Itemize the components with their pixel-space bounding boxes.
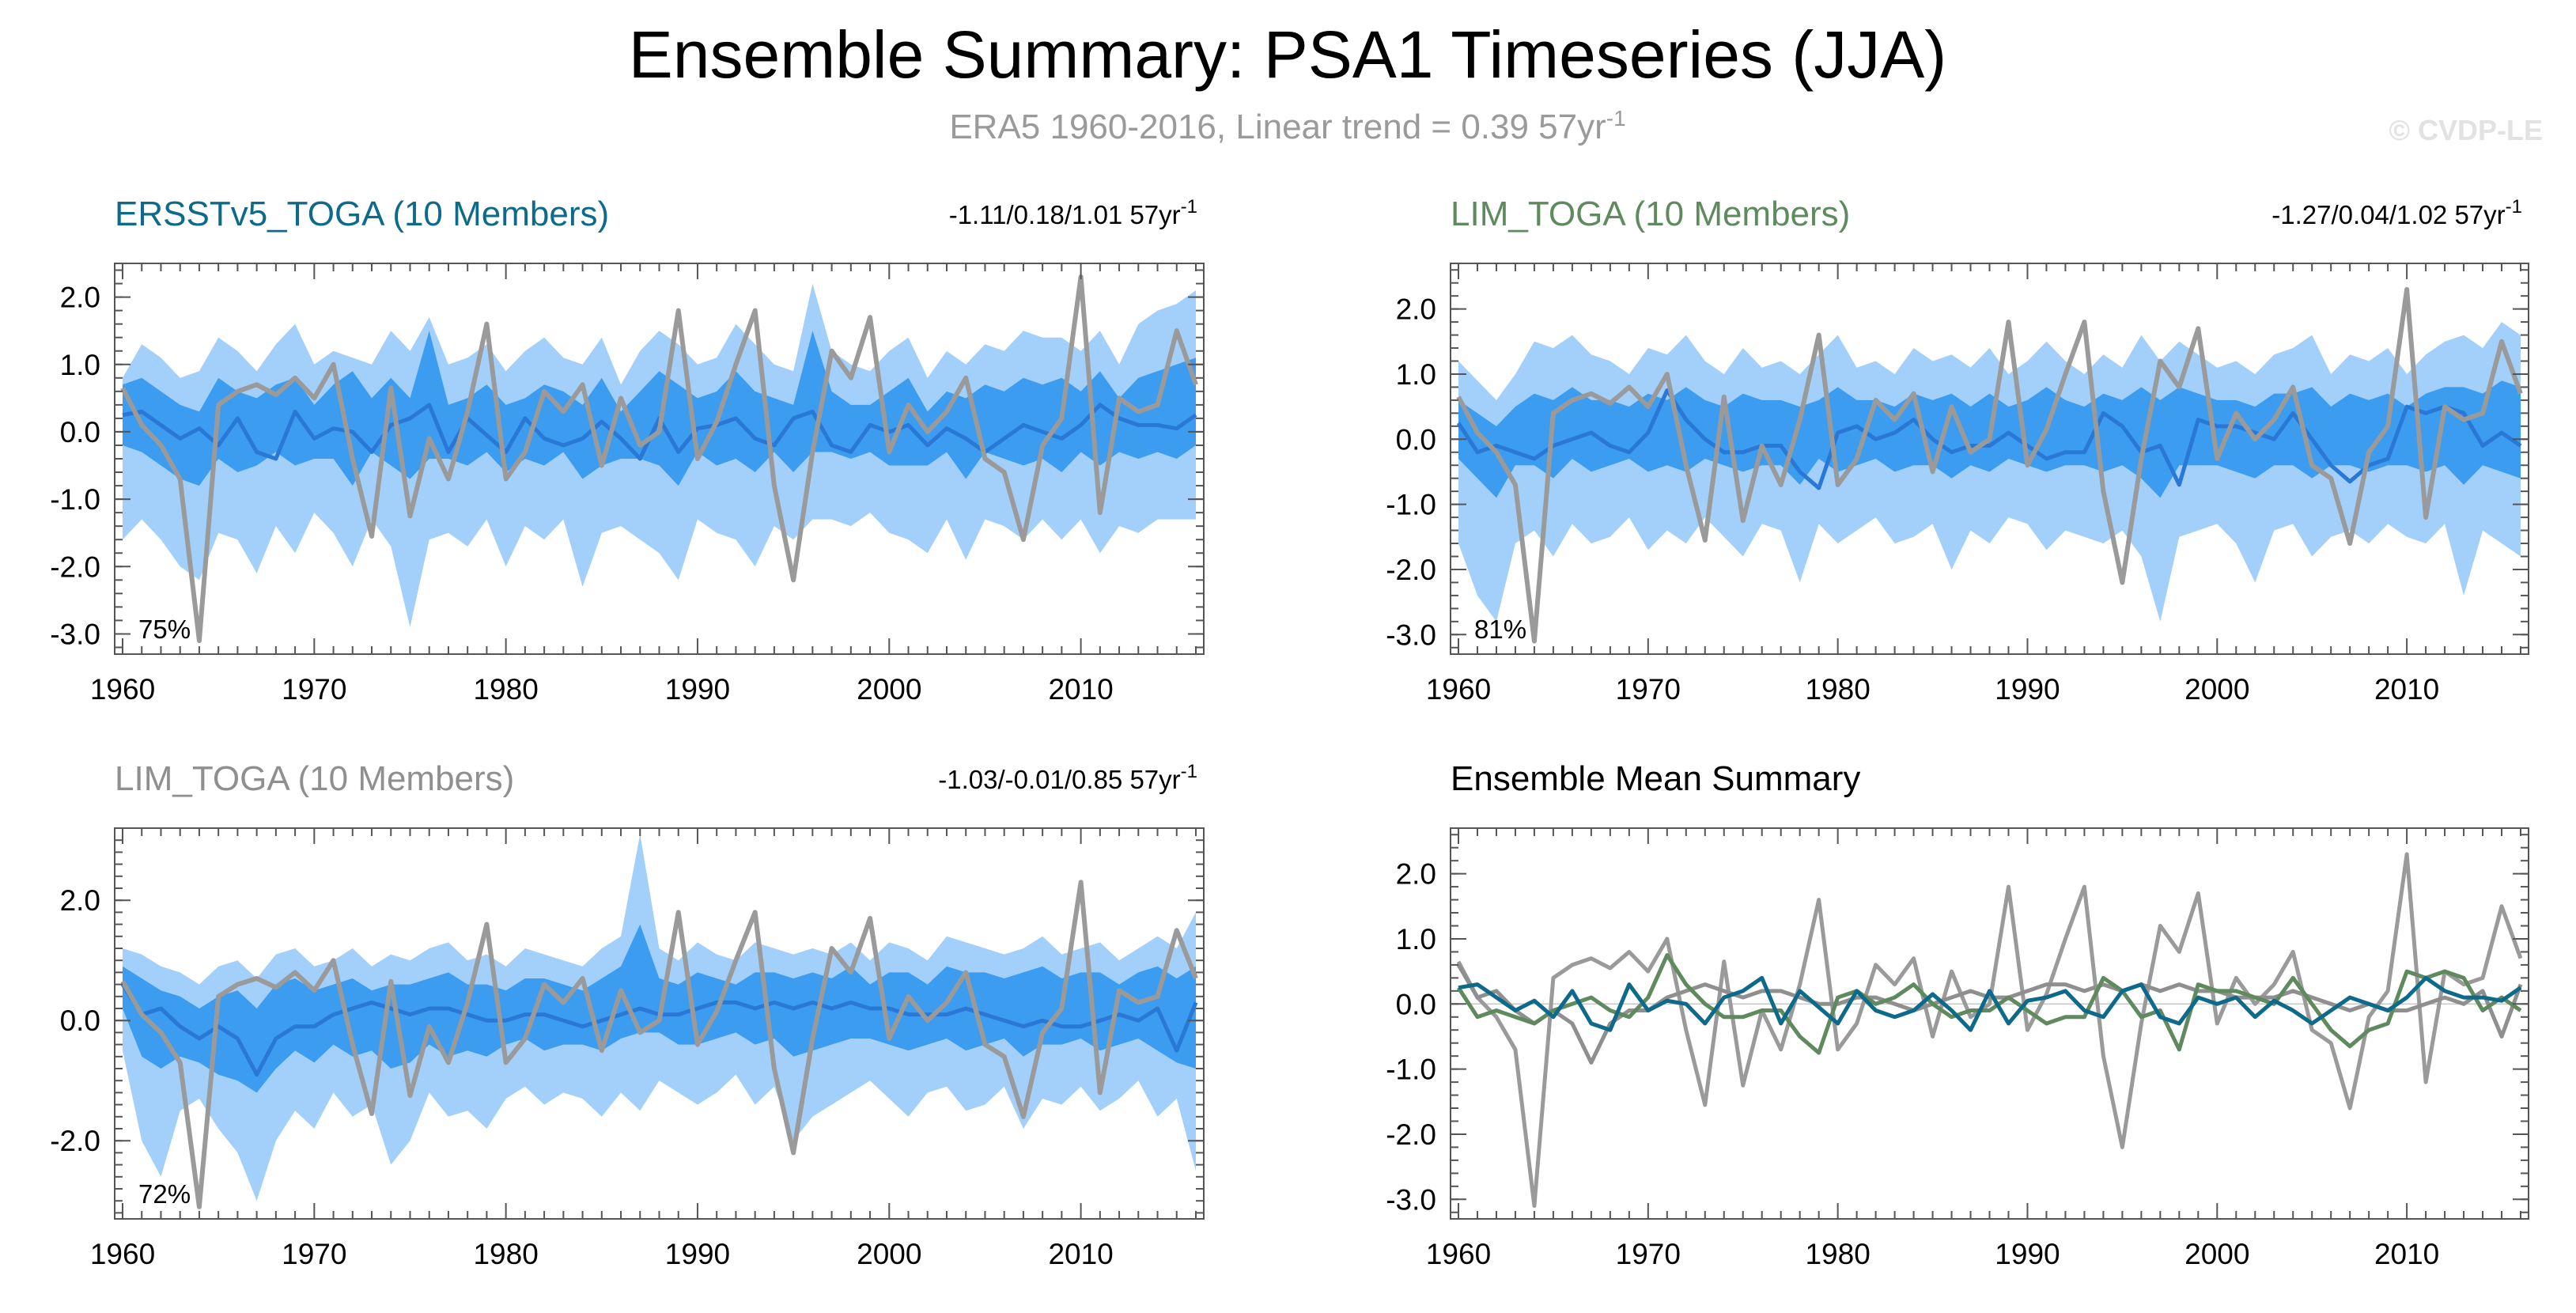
subtitle-text: ERA5 1960-2016, Linear trend = 0.39 57yr [949,108,1606,146]
panel-stats: -1.11/0.18/1.01 57yr-1 [949,196,1197,229]
era5-observed-line [1456,286,2523,644]
x-tick-label: 1960 [1426,1238,1491,1270]
y-tick-label: 2.0 [1396,293,1436,326]
x-tick-label: 1990 [1995,673,2060,706]
panel-stats-text: -1.03/-0.01/0.85 57yr [938,765,1180,794]
y-tick-label: -3.0 [1386,1183,1436,1216]
y-tick-label: 0.0 [60,1005,100,1037]
x-tick-label: 1990 [665,1238,730,1270]
panel-ersst: 1960 1970 1980 1990 2000 2010 2.0 1.0 0.0 -1.0 -2.… [50,195,1205,706]
panel-lim-green: 1960 1970 1980 1990 2000 2010 2.0 1.0 0.0 -1.0 -2.… [1386,195,2529,706]
subtitle-superscript: -1 [1606,106,1626,131]
y-tick-label: -2.0 [1386,1118,1436,1151]
x-tick-label: 1960 [1426,673,1491,706]
panel-title: Ensemble Mean Summary [1451,759,1860,798]
panel-lim-gray: 1960 1970 1980 1990 2000 2010 2.0 0.0 -2.0 LIM_TO… [50,759,1205,1270]
series-line-era5 [1456,852,2523,1209]
y-tick-label: -3.0 [50,618,100,650]
percent-label: 72% [138,1179,191,1209]
series-line-ersstv5-toga [1458,975,2522,1032]
y-tick-label: 1.0 [1396,358,1436,391]
x-tick-label: 2010 [2374,1238,2439,1270]
x-tick-label: 1980 [473,1238,538,1270]
panel-title: ERSSTv5_TOGA (10 Members) [115,195,609,233]
panel-stats-superscript: -1 [2506,196,2522,218]
watermark: © CVDP-LE [2389,114,2543,146]
figure-subtitle: ERA5 1960-2016, Linear trend = 0.39 57yr… [949,106,1625,146]
x-tick-label: 1990 [1995,1238,2060,1270]
x-tick-label: 1970 [1616,1238,1681,1270]
x-tick-label: 1980 [1805,673,1870,706]
panel-stats: -1.03/-0.01/0.85 57yr-1 [938,761,1197,794]
x-tick-label: 1960 [90,673,155,706]
y-tick-label: -3.0 [1386,619,1436,651]
y-tick-label: 0.0 [1396,988,1436,1020]
era5-observed-line [120,274,1198,643]
y-tick-label: 2.0 [1396,858,1436,891]
y-tick-label: 1.0 [60,349,100,381]
percent-label: 81% [1474,615,1526,644]
x-tick-label: 1970 [282,1238,346,1270]
figure-title: Ensemble Summary: PSA1 Timeseries (JJA) [629,17,1946,92]
x-tick-label: 1980 [473,673,538,706]
x-tick-label: 2010 [1048,1238,1113,1270]
panel-mean-summary: 1960 1970 1980 1990 2000 2010 2.0 1.0 0.0 -1.0 -2.… [1386,759,2529,1270]
x-tick-label: 2000 [857,1238,921,1270]
y-tick-label: 2.0 [60,282,100,314]
panel-stats: -1.27/0.04/1.02 57yr-1 [2271,196,2522,229]
series-line-lim-toga-green- [1456,953,2522,1055]
x-tick-label: 2000 [857,673,921,706]
x-tick-label: 1970 [282,673,346,706]
y-tick-label: -2.0 [50,1125,100,1157]
x-tick-label: 1960 [90,1238,155,1270]
y-tick-label: -1.0 [50,483,100,516]
y-tick-label: 1.0 [1396,923,1436,955]
x-tick-label: 2000 [2184,673,2249,706]
y-tick-label: -1.0 [1386,489,1436,521]
era5-observed-line [120,880,1198,1209]
ensemble-mean-line [1456,388,2522,490]
y-tick-label: -2.0 [1386,554,1436,586]
panel-stats-text: -1.11/0.18/1.01 57yr [949,200,1181,229]
x-tick-label: 2010 [1048,673,1113,706]
percent-label: 75% [138,615,191,644]
x-tick-label: 1970 [1616,673,1681,706]
x-tick-label: 2000 [2184,1238,2249,1270]
panel-title: LIM_TOGA (10 Members) [1451,195,1850,233]
y-tick-label: 0.0 [1396,423,1436,456]
x-tick-label: 1980 [1805,1238,1870,1270]
panel-stats-superscript: -1 [1181,196,1197,218]
y-tick-label: -1.0 [1386,1054,1436,1086]
x-tick-label: 2010 [2374,673,2439,706]
panel-stats-superscript: -1 [1181,761,1197,782]
x-tick-label: 1990 [665,673,730,706]
y-tick-label: -2.0 [50,551,100,583]
panel-stats-text: -1.27/0.04/1.02 57yr [2271,200,2505,229]
y-tick-label: 0.0 [60,416,100,448]
y-tick-label: 2.0 [60,884,100,917]
panel-title: LIM_TOGA (10 Members) [115,759,514,798]
